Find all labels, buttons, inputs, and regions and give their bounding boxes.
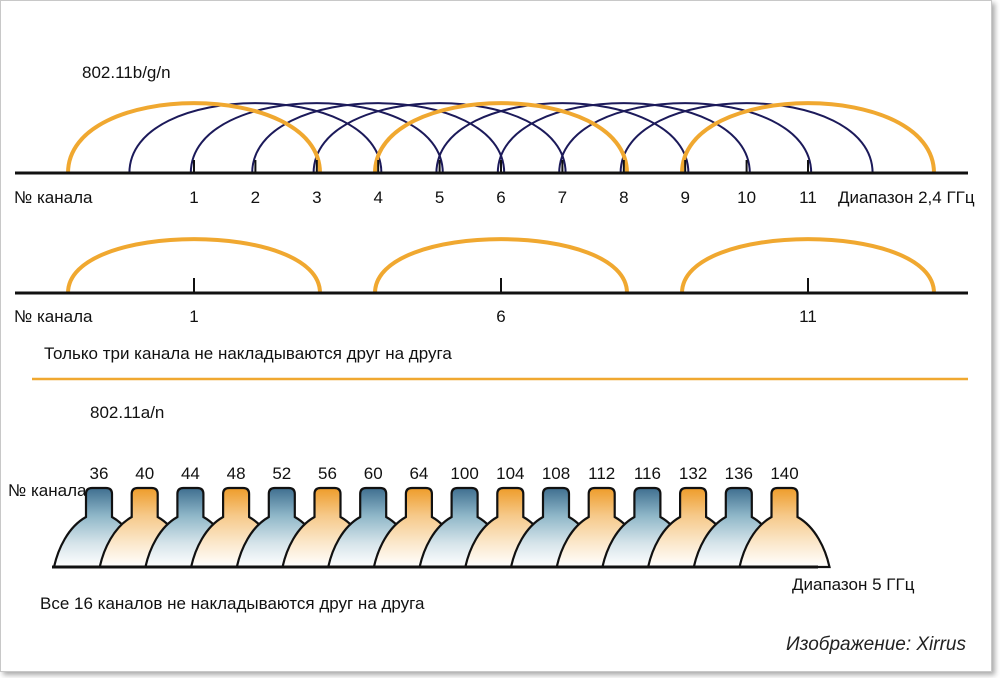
- channel-number-11: 11: [799, 188, 817, 207]
- five-ghz-channel-140: 140: [738, 464, 831, 569]
- channel-arc-8: [496, 102, 751, 174]
- channel-number-7: 7: [558, 188, 567, 207]
- non-overlap-arc-11: [680, 237, 936, 294]
- non-overlap-arc-6: [373, 237, 629, 294]
- non-overlap-number-11: 11: [799, 307, 817, 326]
- channel-arc-1: [66, 101, 322, 174]
- channel-number-6: 6: [496, 188, 505, 207]
- channel-arc-11: [680, 101, 936, 174]
- a-note: Все 16 каналов не накладываются друг на …: [40, 594, 425, 613]
- non-overlapping-channel-arcs: [66, 237, 936, 294]
- non-overlap-number-1: 1: [189, 307, 198, 326]
- channel-arc-6: [373, 101, 629, 174]
- channel-arc-10: [619, 102, 874, 174]
- five-ghz-number-56: 56: [318, 464, 337, 483]
- bg-band-label: Диапазон 2,4 ГГц: [838, 188, 975, 207]
- five-ghz-number-132: 132: [679, 464, 707, 483]
- channel-number-8: 8: [619, 188, 628, 207]
- five-ghz-number-40: 40: [135, 464, 154, 483]
- channel-number-9: 9: [680, 188, 689, 207]
- non-overlap-arc-1: [66, 237, 322, 294]
- five-ghz-number-140: 140: [770, 464, 798, 483]
- five-ghz-number-104: 104: [496, 464, 524, 483]
- channel-arc-2: [128, 102, 383, 174]
- channel-number-10: 10: [737, 188, 756, 207]
- overlap-channel-ticks: 1 2 3 4 5 6 7 8 9 10 11: [189, 160, 817, 207]
- channel-number-4: 4: [373, 188, 382, 207]
- five-ghz-number-60: 60: [364, 464, 383, 483]
- five-ghz-number-116: 116: [634, 464, 661, 483]
- channel-number-1: 1: [189, 188, 198, 207]
- a-title: 802.11a/n: [90, 403, 164, 422]
- overlapping-channel-arcs: [66, 101, 936, 174]
- five-ghz-number-112: 112: [588, 464, 615, 483]
- a-channel-label: № канала: [8, 481, 87, 500]
- five-ghz-number-36: 36: [90, 464, 109, 483]
- five-ghz-number-44: 44: [181, 464, 200, 483]
- channel-bell-140: [738, 486, 831, 569]
- bg-note: Только три канала не накладываются друг …: [44, 344, 452, 363]
- channel-number-3: 3: [312, 188, 321, 207]
- channel-arc-5: [312, 102, 567, 174]
- five-ghz-number-100: 100: [450, 464, 478, 483]
- five-ghz-number-136: 136: [725, 464, 753, 483]
- non-overlap-number-6: 6: [496, 307, 505, 326]
- five-ghz-number-48: 48: [227, 464, 246, 483]
- channel-number-2: 2: [251, 188, 260, 207]
- five-ghz-number-64: 64: [409, 464, 428, 483]
- channel-arc-7: [435, 102, 690, 174]
- image-credit: Изображение: Xirrus: [786, 634, 966, 655]
- channel-arc-9: [558, 102, 813, 174]
- non-overlap-channel-ticks: 1 6 11: [189, 278, 817, 326]
- bg-channel-label-1: № канала: [14, 188, 93, 207]
- bg-channel-label-2: № канала: [14, 307, 93, 326]
- bg-title: 802.11b/g/n: [82, 63, 171, 82]
- five-ghz-number-52: 52: [272, 464, 291, 483]
- five-ghz-number-108: 108: [542, 464, 570, 483]
- channel-arc-3: [189, 102, 444, 174]
- channel-arc-4: [251, 102, 506, 174]
- a-band-label: Диапазон 5 ГГц: [792, 575, 915, 594]
- five-ghz-channels: 36 40 44 48 52 56 60 64 100 104 108 112 116 132 136 140: [52, 464, 831, 569]
- channel-number-5: 5: [435, 188, 444, 207]
